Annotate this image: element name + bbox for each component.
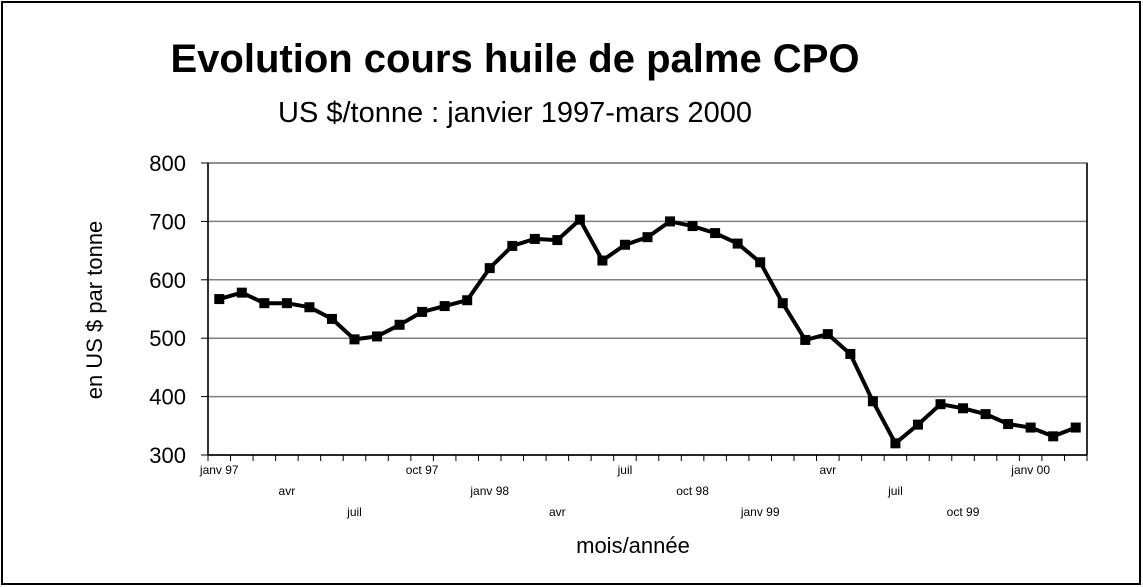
x-axis-label: mois/année bbox=[576, 533, 690, 558]
marker bbox=[462, 295, 473, 306]
marker bbox=[642, 232, 653, 243]
x-tick-label: oct 98 bbox=[676, 484, 709, 498]
marker bbox=[349, 334, 360, 345]
y-tick-label: 600 bbox=[149, 268, 186, 293]
marker bbox=[417, 306, 428, 317]
marker bbox=[1070, 422, 1081, 433]
marker bbox=[326, 313, 337, 324]
x-tick-label: juil bbox=[617, 463, 633, 477]
marker bbox=[507, 240, 518, 251]
marker bbox=[574, 214, 585, 225]
marker bbox=[1048, 431, 1059, 442]
marker bbox=[259, 298, 270, 309]
marker bbox=[800, 334, 811, 345]
x-tick-label: janv 97 bbox=[199, 463, 239, 477]
x-tick-label: avr bbox=[279, 484, 296, 498]
y-tick-label: 500 bbox=[149, 326, 186, 351]
marker bbox=[552, 235, 563, 246]
marker bbox=[529, 233, 540, 244]
y-tick-label: 700 bbox=[149, 209, 186, 234]
marker bbox=[935, 399, 946, 410]
chart-title: Evolution cours huile de palme CPO bbox=[170, 37, 859, 81]
y-tick-label: 800 bbox=[149, 151, 186, 176]
marker bbox=[710, 228, 721, 239]
marker bbox=[1003, 419, 1014, 430]
marker bbox=[1025, 422, 1036, 433]
marker bbox=[890, 438, 901, 449]
x-tick-label: avr bbox=[819, 463, 836, 477]
marker bbox=[958, 403, 969, 414]
marker bbox=[867, 396, 878, 407]
marker bbox=[236, 287, 247, 298]
marker bbox=[394, 319, 405, 330]
marker bbox=[372, 331, 383, 342]
x-tick-label: oct 97 bbox=[406, 463, 439, 477]
marker bbox=[980, 409, 991, 420]
marker bbox=[281, 298, 292, 309]
x-tick-label: juil bbox=[346, 505, 362, 519]
x-tick-label: avr bbox=[549, 505, 566, 519]
x-tick-label: janv 99 bbox=[740, 505, 780, 519]
marker bbox=[732, 238, 743, 249]
y-tick-label: 400 bbox=[149, 385, 186, 410]
marker bbox=[755, 257, 766, 268]
marker bbox=[777, 298, 788, 309]
marker bbox=[665, 216, 676, 227]
x-tick-label: oct 99 bbox=[947, 505, 980, 519]
x-tick-label: juil bbox=[887, 484, 903, 498]
y-axis-label: en US $ par tonne bbox=[82, 221, 107, 400]
marker bbox=[439, 301, 450, 312]
marker bbox=[484, 263, 495, 274]
marker bbox=[597, 255, 608, 266]
marker bbox=[822, 329, 833, 340]
marker bbox=[845, 348, 856, 359]
chart-subtitle: US $/tonne : janvier 1997-mars 2000 bbox=[278, 97, 752, 129]
marker bbox=[619, 239, 630, 250]
marker bbox=[687, 221, 698, 232]
x-tick-label: janv 00 bbox=[1010, 463, 1050, 477]
y-tick-label: 300 bbox=[149, 443, 186, 468]
marker bbox=[214, 294, 225, 305]
marker bbox=[912, 419, 923, 430]
marker bbox=[304, 302, 315, 313]
x-tick-label: janv 98 bbox=[469, 484, 509, 498]
